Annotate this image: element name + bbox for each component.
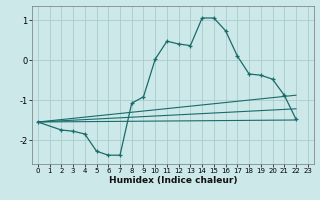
- X-axis label: Humidex (Indice chaleur): Humidex (Indice chaleur): [108, 176, 237, 185]
